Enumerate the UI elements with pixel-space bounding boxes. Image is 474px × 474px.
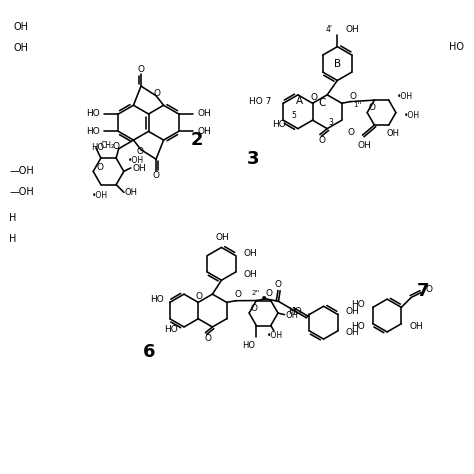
Text: O: O: [112, 142, 119, 151]
Text: O: O: [137, 65, 145, 74]
Text: OH: OH: [133, 164, 146, 173]
Text: OH: OH: [346, 328, 359, 337]
Text: O: O: [274, 280, 282, 289]
Text: •OH: •OH: [397, 91, 413, 100]
Text: O: O: [137, 147, 144, 156]
Text: O: O: [265, 290, 273, 299]
Text: O: O: [251, 303, 257, 312]
Text: OH: OH: [244, 270, 257, 279]
Text: OH: OH: [345, 26, 359, 35]
Text: H: H: [9, 234, 17, 244]
Text: 4': 4': [325, 26, 332, 35]
Text: 3: 3: [329, 118, 334, 127]
Text: OH: OH: [409, 322, 423, 331]
Text: O: O: [426, 285, 433, 294]
Text: OH: OH: [124, 188, 137, 197]
Text: 6: 6: [143, 343, 155, 361]
Text: 1'': 1'': [353, 101, 361, 108]
Text: OH: OH: [13, 22, 28, 32]
Text: OH: OH: [198, 109, 211, 118]
Text: B: B: [334, 59, 341, 69]
Text: —OH: —OH: [9, 166, 34, 176]
Text: O: O: [234, 290, 241, 299]
Text: OH: OH: [358, 141, 372, 150]
Text: •: •: [260, 292, 268, 306]
Text: OH: OH: [13, 43, 28, 53]
Text: 3: 3: [247, 150, 260, 168]
Text: A: A: [296, 96, 303, 106]
Text: —OH: —OH: [9, 187, 34, 197]
Text: 7: 7: [417, 282, 429, 300]
Text: HO: HO: [351, 300, 365, 309]
Text: 2'': 2'': [251, 290, 259, 296]
Text: O: O: [369, 103, 376, 112]
Text: HO: HO: [449, 42, 464, 52]
Text: HO 7: HO 7: [249, 97, 271, 106]
Text: O: O: [310, 93, 317, 102]
Text: OH: OH: [286, 310, 299, 319]
Text: •OH: •OH: [92, 191, 108, 200]
Text: HO: HO: [351, 322, 365, 331]
Text: HO: HO: [288, 307, 301, 316]
Text: HO: HO: [91, 143, 104, 152]
Text: O: O: [154, 89, 161, 98]
Text: •OH: •OH: [267, 331, 283, 340]
Text: H: H: [9, 213, 17, 223]
Text: HO: HO: [150, 295, 164, 304]
Text: O: O: [97, 163, 104, 172]
Text: 2: 2: [191, 131, 203, 149]
Text: HO: HO: [86, 109, 100, 118]
Text: HO: HO: [242, 341, 255, 350]
Text: OH: OH: [216, 233, 229, 242]
Text: HO: HO: [272, 120, 286, 129]
Text: OH: OH: [198, 127, 211, 136]
Text: OH: OH: [346, 307, 359, 316]
Text: C: C: [319, 98, 326, 108]
Text: HO: HO: [164, 326, 178, 335]
Text: O: O: [205, 334, 212, 343]
Text: HO: HO: [86, 127, 100, 136]
Text: OH: OH: [386, 129, 399, 138]
Text: 5: 5: [292, 111, 296, 120]
Text: O: O: [350, 92, 357, 101]
Text: •OH: •OH: [404, 111, 420, 120]
Text: OH: OH: [244, 249, 257, 258]
Text: CH₂: CH₂: [101, 141, 115, 150]
Text: O: O: [347, 128, 355, 137]
Text: O: O: [319, 136, 325, 145]
Text: O: O: [196, 292, 203, 301]
Text: •OH: •OH: [128, 155, 144, 164]
Text: O: O: [153, 171, 160, 180]
